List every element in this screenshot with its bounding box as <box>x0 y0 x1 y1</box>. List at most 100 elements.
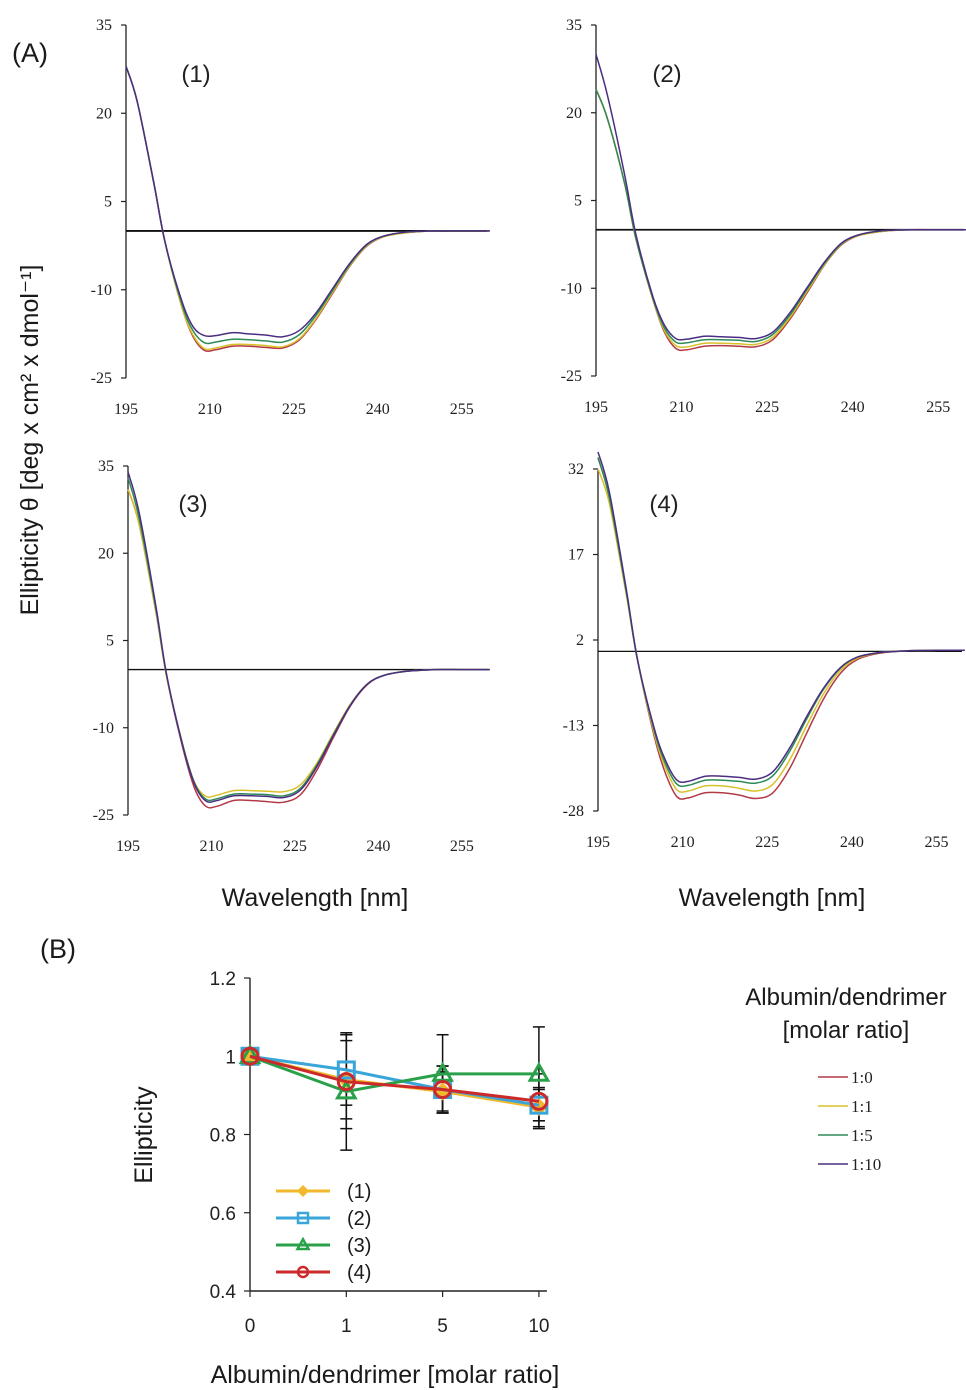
data-point-marker <box>433 1080 453 1100</box>
data-point-marker <box>336 1060 356 1080</box>
y-tick-label: 5 <box>574 193 582 210</box>
panel-b-y-axis-label: Ellipticity <box>130 1086 158 1184</box>
panel-number-label: (2) <box>652 61 681 88</box>
x-tick-label: 225 <box>283 838 307 855</box>
legend-label: 1:5 <box>851 1126 873 1145</box>
series-line-1-10 <box>125 65 490 338</box>
panel-number-label: (1) <box>181 61 210 88</box>
data-point-marker <box>527 1061 551 1082</box>
x-tick-label: 195 <box>584 399 608 416</box>
x-tick-label: 195 <box>116 838 140 855</box>
legend-b-label: (1) <box>347 1181 371 1203</box>
y-tick-label: 35 <box>98 458 114 475</box>
series-line-1-0 <box>595 89 966 352</box>
series-line-1-5 <box>127 477 490 802</box>
x-tick-label: 1 <box>341 1316 352 1337</box>
data-point-marker <box>296 1184 310 1198</box>
y-tick-label: 17 <box>568 547 584 564</box>
y-tick-label: -13 <box>563 718 584 735</box>
y-tick-label: 0.6 <box>210 1204 236 1225</box>
x-tick-label: 225 <box>755 399 779 416</box>
x-tick-label: 5 <box>437 1316 448 1337</box>
y-tick-label: -10 <box>91 282 112 299</box>
x-tick-label: 10 <box>528 1316 549 1337</box>
panel-number-label: (4) <box>649 491 678 518</box>
panel-number-label: (3) <box>178 491 207 518</box>
series-line-1-0 <box>125 65 490 353</box>
series-line-1-5 <box>595 89 966 345</box>
y-tick-label: 1.2 <box>210 969 236 990</box>
x-tick-label: 0 <box>245 1316 256 1337</box>
x-tick-label: 210 <box>671 834 695 851</box>
x-tick-label: 210 <box>198 401 222 418</box>
legend-b-label: (3) <box>347 1235 371 1257</box>
data-point-marker <box>336 1072 356 1092</box>
x-tick-label: 255 <box>450 838 474 855</box>
y-tick-label: -10 <box>561 280 582 297</box>
series-line-1-10 <box>597 451 965 784</box>
legend-label: 1:10 <box>851 1155 881 1174</box>
figure-label-b: (B) <box>40 934 76 964</box>
y-tick-label: 2 <box>576 632 584 649</box>
series-line-1-1 <box>595 89 966 349</box>
panel-b-x-axis-label: Albumin/dendrimer [molar ratio] <box>211 1361 560 1389</box>
series-line-square <box>249 1054 540 1107</box>
x-tick-label: 255 <box>925 834 949 851</box>
x-tick-label: 210 <box>670 399 694 416</box>
series-line-1-5 <box>125 65 490 345</box>
y-tick-label: 0.4 <box>210 1282 237 1303</box>
x-tick-label: 240 <box>840 834 864 851</box>
figure-label-a: (A) <box>12 38 48 68</box>
y-tick-label: 5 <box>104 194 112 211</box>
series-line-1-10 <box>595 54 966 341</box>
legend-title-line-2: [molar ratio] <box>783 1017 910 1044</box>
y-tick-label: -25 <box>93 807 114 824</box>
x-tick-label: 240 <box>366 838 390 855</box>
x-tick-label: 255 <box>926 399 950 416</box>
y-tick-label: 5 <box>106 633 114 650</box>
series-line-triangle <box>249 1054 539 1094</box>
series-line-1-0 <box>127 489 490 809</box>
y-tick-label: 35 <box>566 17 582 34</box>
data-point-marker <box>295 1236 311 1251</box>
x-tick-label: 240 <box>366 401 390 418</box>
series-line-circle <box>249 1054 540 1103</box>
y-tick-label: -10 <box>93 720 114 737</box>
x-axis-label-panel-4: Wavelength [nm] <box>679 884 866 912</box>
x-axis-label-panel-3: Wavelength [nm] <box>222 884 409 912</box>
y-tick-label: 20 <box>98 545 114 562</box>
y-tick-label: 20 <box>96 105 112 122</box>
legend-label: 1:0 <box>851 1068 873 1087</box>
data-point-marker <box>238 1043 262 1065</box>
x-tick-label: 195 <box>114 401 138 418</box>
y-tick-label: -25 <box>561 368 582 385</box>
data-point-marker <box>240 1046 260 1066</box>
x-tick-label: 210 <box>199 838 223 855</box>
series-line-1-1 <box>127 489 490 798</box>
x-tick-label: 225 <box>755 834 779 851</box>
ellipticity-ratio-chart: Ellipticity Albumin/dendrimer [molar rat… <box>130 969 559 1389</box>
data-point-marker <box>296 1265 310 1279</box>
data-point-marker <box>296 1211 310 1225</box>
y-tick-label: 20 <box>566 105 582 122</box>
series-line-1-10 <box>127 471 490 803</box>
x-tick-label: 225 <box>282 401 306 418</box>
x-tick-label: 240 <box>841 399 865 416</box>
series-line-1-1 <box>125 65 490 351</box>
y-tick-label: 1 <box>225 1047 236 1068</box>
legend-label: 1:1 <box>851 1097 873 1116</box>
y-tick-label: 32 <box>568 461 584 478</box>
x-tick-label: 195 <box>586 834 610 851</box>
y-tick-label: 35 <box>96 17 112 34</box>
data-point-marker <box>529 1091 549 1111</box>
legend-b-label: (4) <box>347 1262 371 1284</box>
y-tick-label: 0.8 <box>210 1126 236 1147</box>
legend-title-line-1: Albumin/dendrimer <box>745 984 946 1011</box>
molar-ratio-legend: Albumin/dendrimer [molar ratio] 1:0 1:1 1:… <box>745 984 946 1174</box>
legend-b-label: (2) <box>347 1208 371 1230</box>
